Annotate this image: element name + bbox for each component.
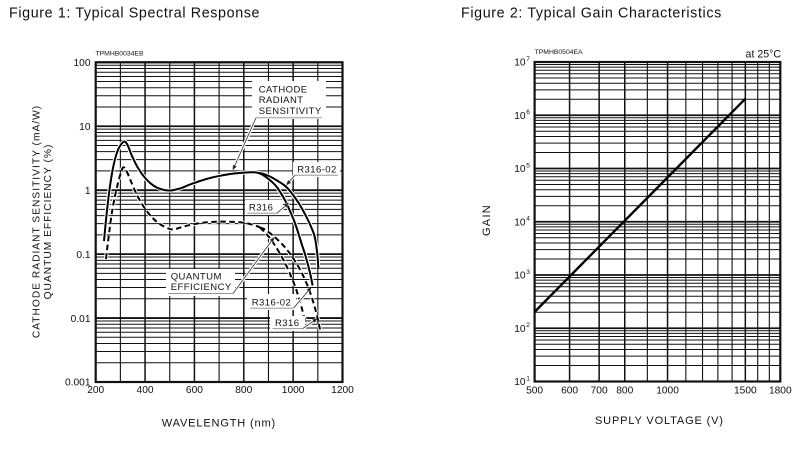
svg-text:700: 700 <box>591 385 608 396</box>
svg-text:3: 3 <box>526 269 530 276</box>
svg-text:100: 100 <box>74 58 91 69</box>
svg-text:CATHODE RADIANT SENSITIVITY (m: CATHODE RADIANT SENSITIVITY (mA/W) <box>32 105 43 338</box>
svg-text:1800: 1800 <box>769 385 792 396</box>
svg-text:1: 1 <box>85 186 91 197</box>
svg-text:400: 400 <box>137 385 154 396</box>
svg-text:6: 6 <box>526 109 530 116</box>
svg-text:10: 10 <box>514 111 526 122</box>
svg-text:CATHODE: CATHODE <box>259 84 308 95</box>
svg-text:4: 4 <box>526 216 530 223</box>
svg-text:QUANTUM: QUANTUM <box>171 272 222 283</box>
svg-text:800: 800 <box>235 385 252 396</box>
svg-text:5: 5 <box>526 162 530 169</box>
svg-text:EFFICIENCY: EFFICIENCY <box>171 282 232 293</box>
svg-text:Figure 1: Typical Spectral Res: Figure 1: Typical Spectral Response <box>9 6 260 22</box>
svg-text:RADIANT: RADIANT <box>259 95 304 106</box>
svg-text:at 25°C: at 25°C <box>746 48 782 60</box>
svg-text:SUPPLY VOLTAGE (V): SUPPLY VOLTAGE (V) <box>595 415 724 427</box>
svg-text:R316-02: R316-02 <box>297 164 337 175</box>
svg-text:1: 1 <box>526 375 530 382</box>
svg-text:1000: 1000 <box>656 385 679 396</box>
svg-text:WAVELENGTH (nm): WAVELENGTH (nm) <box>162 418 276 430</box>
svg-text:0.001: 0.001 <box>65 378 91 389</box>
svg-text:GAIN: GAIN <box>481 204 493 236</box>
svg-text:10: 10 <box>79 122 91 133</box>
svg-text:800: 800 <box>616 385 633 396</box>
svg-text:600: 600 <box>561 385 578 396</box>
svg-text:500: 500 <box>526 385 543 396</box>
svg-text:TPMHB0504EA: TPMHB0504EA <box>535 49 583 56</box>
svg-text:R316: R316 <box>275 318 300 329</box>
svg-text:0.01: 0.01 <box>71 314 91 325</box>
svg-text:1000: 1000 <box>282 385 305 396</box>
svg-text:600: 600 <box>186 385 203 396</box>
svg-text:R316: R316 <box>249 202 274 213</box>
svg-text:200: 200 <box>87 385 104 396</box>
svg-text:R316-02: R316-02 <box>252 297 292 308</box>
svg-text:10: 10 <box>514 217 526 228</box>
svg-text:7: 7 <box>526 56 530 63</box>
svg-text:2: 2 <box>526 322 530 329</box>
svg-text:10: 10 <box>514 164 526 175</box>
svg-text:SENSITIVITY: SENSITIVITY <box>259 106 322 117</box>
svg-text:TPMHB0034EB: TPMHB0034EB <box>96 51 144 58</box>
svg-text:Figure 2: Typical Gain Charact: Figure 2: Typical Gain Characteristics <box>461 6 722 22</box>
svg-text:10: 10 <box>514 377 526 388</box>
svg-text:10: 10 <box>514 58 526 69</box>
svg-text:1500: 1500 <box>734 385 757 396</box>
svg-text:10: 10 <box>514 271 526 282</box>
svg-text:0.1: 0.1 <box>76 250 90 261</box>
svg-text:10: 10 <box>514 324 526 335</box>
svg-text:1200: 1200 <box>331 385 354 396</box>
svg-text:QUANTUM EFFICIENCY (%): QUANTUM EFFICIENCY (%) <box>43 144 54 300</box>
